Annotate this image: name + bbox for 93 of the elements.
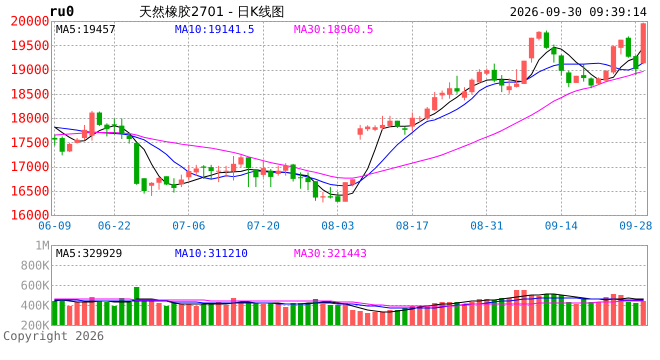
- candlestick: [618, 39, 624, 55]
- y-tick-label: 800K: [20, 258, 50, 272]
- candlestick: [194, 164, 199, 176]
- text: 2026-09-30 09:39:14: [510, 5, 647, 19]
- x-tick-label: 06-09: [38, 220, 72, 232]
- text: MA5:329929: [56, 247, 122, 260]
- y-tick-label: 18000: [10, 112, 50, 126]
- x-tick-label: 06-22: [98, 220, 131, 232]
- candlestick: [104, 122, 110, 137]
- candlestick: [506, 78, 512, 94]
- candlestick: [260, 159, 266, 178]
- y-tick-label: 17500: [10, 136, 50, 151]
- candlestick: [171, 178, 177, 194]
- text: MA30:18960.5: [294, 23, 374, 36]
- y-tick-label: 19000: [10, 63, 50, 78]
- x-tick-label: 08-03: [321, 220, 354, 232]
- candlestick: [514, 68, 520, 88]
- candlestick: [230, 156, 236, 182]
- y-tick-label: 19500: [10, 38, 50, 54]
- candlestick: [52, 134, 58, 146]
- y-tick-label: 18500: [10, 87, 50, 102]
- candlestick: [96, 111, 102, 126]
- chart-title: 天然橡胶2701 - 日K线图: [139, 5, 285, 20]
- candlestick: [305, 172, 311, 191]
- candlestick: [186, 164, 192, 182]
- candlestick: [335, 191, 340, 202]
- candlestick: [276, 165, 281, 176]
- candlestick: [89, 110, 95, 142]
- y-tick-label: 1M: [35, 238, 50, 252]
- y-tick-label: 17000: [10, 160, 50, 175]
- candlestick: [469, 78, 475, 96]
- x-tick-label: 08-31: [470, 220, 504, 232]
- candlestick: [499, 74, 504, 93]
- candlestick: [358, 124, 363, 140]
- text: MA30:321443: [294, 247, 367, 260]
- text: ru0: [49, 4, 74, 20]
- y-tick-label: 600K: [20, 278, 50, 292]
- candlestick: [283, 162, 288, 176]
- candlestick: [603, 70, 609, 83]
- candlestick: [528, 37, 534, 64]
- candlestick: [410, 112, 415, 132]
- candlestick: [581, 64, 586, 82]
- candlestick: [112, 118, 117, 135]
- y-tick-label: 400K: [20, 298, 50, 312]
- candlestick: [290, 163, 296, 182]
- candlestick: [320, 191, 326, 203]
- candlestick: [492, 63, 497, 83]
- candlestick: [208, 164, 214, 180]
- candlestick: [544, 30, 550, 50]
- candlestick: [253, 168, 258, 188]
- candlestick: [387, 115, 393, 128]
- candlestick: [626, 36, 631, 58]
- text: MA10:311210: [175, 247, 248, 260]
- candlestick: [476, 68, 482, 84]
- x-tick-label: 09-28: [619, 220, 652, 232]
- candlestick: [312, 180, 318, 202]
- candlestick: [551, 44, 556, 64]
- candlestick: [216, 165, 222, 183]
- candlestick: [424, 106, 430, 121]
- candlestick: [238, 154, 244, 168]
- candlestick: [201, 164, 206, 180]
- candlestick: [566, 70, 572, 88]
- candlestick: [536, 30, 542, 41]
- text: MA10:19141.5: [175, 23, 254, 36]
- candlestick: [588, 76, 594, 89]
- candlestick: [119, 118, 124, 140]
- candlestick: [633, 54, 638, 76]
- y-tick-label: 20000: [10, 14, 50, 30]
- candlestick: [148, 182, 154, 196]
- candlestick: [268, 168, 274, 188]
- candlestick: [558, 54, 564, 76]
- candlestick: [178, 174, 184, 188]
- candlestick: [446, 82, 452, 100]
- candlestick: [462, 86, 468, 101]
- candlestick: [342, 182, 348, 202]
- candlestick: [60, 136, 65, 156]
- candlestick: [223, 165, 229, 178]
- candlestick: [246, 156, 252, 188]
- candlestick: [142, 178, 147, 194]
- candlestick: [126, 132, 132, 144]
- x-tick-label: 09-14: [544, 220, 578, 232]
- candlestick: [156, 176, 162, 190]
- y-tick-label: 16500: [10, 184, 50, 200]
- candlestick: [82, 124, 88, 141]
- candlestick: [454, 75, 460, 94]
- x-tick-label: 07-06: [172, 220, 206, 232]
- x-tick-label: 08-17: [396, 220, 429, 232]
- candlestick: [432, 91, 438, 112]
- text: MA5:19457: [56, 23, 116, 36]
- candlestick: [521, 60, 527, 84]
- x-tick-label: 07-20: [246, 220, 280, 232]
- candlestick: [67, 142, 72, 153]
- candlestick: [328, 186, 333, 200]
